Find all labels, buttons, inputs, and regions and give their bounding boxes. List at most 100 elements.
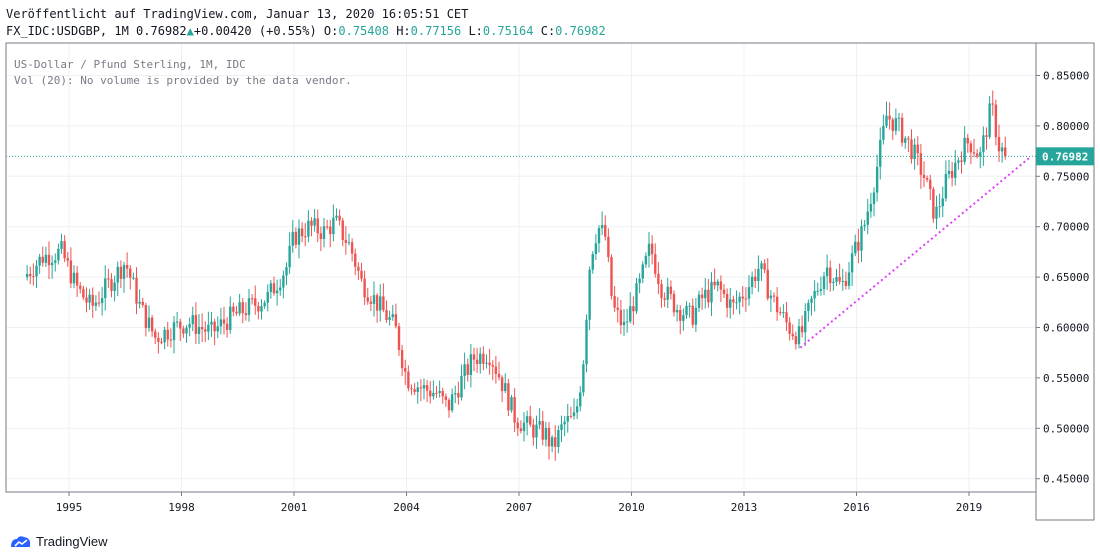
candle-body [435,392,438,394]
candle-body [266,291,269,303]
x-tick-label: 2016 [843,501,870,514]
candle-body [969,143,973,153]
candle-body [635,283,638,312]
candle-body [732,299,735,303]
candle-body [250,298,254,300]
candle-body [282,275,285,288]
candle-body [225,323,229,330]
candle-body [594,243,598,255]
up-triangle-icon: ▲ [186,24,194,38]
candle-body [797,326,801,345]
candle-body [438,391,441,394]
candle-body [254,298,257,306]
candle-body [247,298,251,315]
candle-body [569,416,573,418]
candle-body [429,390,432,397]
tradingview-watermark[interactable]: TradingView [10,534,108,549]
candle-body [382,296,385,310]
candle-body [400,349,404,369]
candle-body [35,265,38,277]
close-value: 0.76982 [555,24,606,38]
y-tick-label: 0.45000 [1043,473,1089,486]
candle-body [785,312,788,323]
candle-body [954,162,957,178]
candle-body [275,290,279,294]
candle-body [963,137,966,162]
candle-body [810,298,813,303]
x-tick-label: 1995 [56,501,83,514]
candle-body [241,302,244,314]
candle-body [1004,147,1007,157]
candle-body [669,286,673,294]
candle-body [541,421,544,440]
candle-body [744,298,748,300]
candle-body [619,309,623,326]
candle-body [388,317,391,320]
candle-body [863,224,866,227]
candle-body [500,377,504,392]
candle-body [782,312,785,314]
trend-line [799,157,1030,349]
candle-body [879,139,882,167]
candle-body [885,115,888,126]
candle-body [313,218,316,226]
candle-body [341,220,344,240]
candle-body [891,119,894,131]
candle-body [991,103,994,105]
candle-body [600,225,604,229]
candle-body [857,241,860,251]
candle-body [38,256,41,266]
candle-body [150,317,154,332]
candle-body [482,353,485,364]
candle-body [385,309,388,320]
candle-body [554,437,557,447]
candle-body [772,295,776,297]
candle-body [535,424,538,438]
candle-body [160,341,163,343]
candle-body [347,242,351,244]
candle-body [622,321,626,326]
last-price-tag [1036,147,1094,166]
candle-body [432,392,435,397]
candle-body [169,339,173,341]
candle-body [747,287,751,299]
candle-body [960,160,963,162]
candle-body [997,137,1001,152]
candle-body [404,368,407,372]
candle-body [550,437,554,447]
candle-body [800,326,804,333]
candle-body [679,310,682,321]
candle-body [44,254,48,263]
open-value: 0.75408 [338,24,389,38]
candle-body [107,278,110,280]
candle-body [232,306,235,312]
candle-body [944,173,948,199]
candle-body [519,428,523,432]
candle-body [894,118,898,131]
candle-body [460,375,463,398]
candle-body [654,254,657,274]
candle-body [141,301,144,306]
watermark-text: TradingView [36,534,108,549]
candle-body [338,215,341,221]
candle-series [25,90,1007,461]
candle-body [838,276,841,282]
candle-body [819,289,823,291]
candle-body [407,371,410,389]
candle-body [307,220,310,237]
candle-body [663,298,666,300]
candle-body [516,422,519,429]
candle-body [32,276,35,278]
candle-body [179,321,182,329]
candle-body [157,337,160,342]
change-text: +0.00420 (+0.55%) [193,24,317,38]
candle-body [316,218,319,234]
candle-body [794,336,798,345]
candle-body [532,424,535,438]
y-tick-label: 0.55000 [1043,372,1089,385]
x-tick-label: 2019 [956,501,983,514]
candle-body [463,364,466,376]
candle-body [172,322,176,341]
candle-body [116,266,119,283]
